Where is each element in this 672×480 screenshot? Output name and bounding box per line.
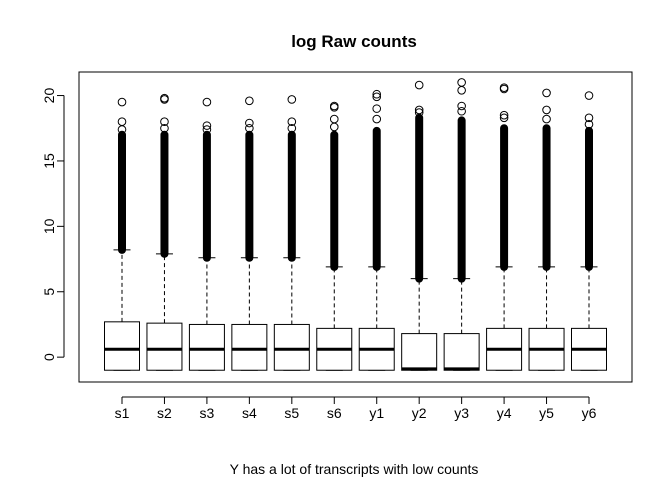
outlier-point [584,113,594,123]
outlier-point [372,104,382,113]
outlier-point [202,97,212,107]
outlier-point [542,105,551,115]
x-tick-label: s6 [327,405,342,421]
outlier-point [414,105,424,115]
box-body [188,323,225,371]
y-axis: 0 5 10 15 20 [41,88,64,361]
y-tick-label: 20 [41,88,57,104]
outlier-point [245,96,254,106]
box-body [273,323,310,371]
box-s4 [231,96,268,371]
outlier-point [542,88,551,98]
outlier-point [329,122,339,132]
outlier-point [414,80,424,90]
x-tick-label: s3 [200,405,215,421]
box-body [443,333,480,371]
outlier-point [287,117,297,127]
outlier-point [499,113,509,123]
chart-title: log Raw counts [291,32,417,51]
y-tick-label: 15 [41,153,57,169]
x-tick-label: y6 [582,405,597,421]
outlier-point [160,93,169,103]
box-body [146,322,183,371]
outlier-point [160,117,169,127]
box-s5 [273,95,310,371]
outlier-point [245,118,254,128]
outlier-point [457,101,466,111]
x-tick-label: s4 [242,405,257,421]
y-tick-label: 5 [41,288,57,296]
outlier-point [202,121,212,130]
box-body [231,323,268,371]
boxes-group [104,78,607,371]
x-tick-label: s2 [157,405,172,421]
outlier-point [457,106,466,116]
x-tick-label: s5 [284,405,299,421]
x-tick-label: y3 [454,405,469,421]
box-body [104,321,140,371]
box-y6 [571,91,607,371]
outlier-point [542,114,551,124]
outlier-point [245,123,254,133]
outlier-point [372,114,382,124]
outlier-point [202,125,212,134]
outlier-point [414,108,424,117]
x-tick-label: s1 [115,405,130,421]
box-y2 [401,80,438,371]
x-axis: s1 s2 s3 s4 s5 s6 y1 y2 y3 y4 y5 y6 [115,397,597,421]
outlier-point [499,83,509,92]
x-tick-label: y2 [412,405,427,421]
outlier-point [584,91,594,100]
outlier-point [457,78,466,87]
plot-area-frame [78,71,633,383]
box-s2 [146,93,183,371]
outlier-point [287,95,297,104]
outlier-point [372,89,382,99]
box-s6 [316,101,353,371]
y-tick-label: 10 [41,218,57,234]
box-y3 [443,78,480,371]
box-s1 [104,97,140,371]
box-y1 [358,89,395,371]
outlier-point [329,114,339,124]
box-body [401,333,438,371]
x-tick-label: y4 [497,405,512,421]
x-tick-label: y1 [369,405,384,421]
outlier-point [499,110,509,120]
x-axis-label: Y has a lot of transcripts with low coun… [230,461,479,477]
outlier-point [329,101,339,111]
outlier-point [457,86,466,95]
box-s3 [188,97,225,371]
outlier-point [372,92,382,102]
outlier-point [287,123,297,133]
outlier-point [584,120,594,129]
box-y4 [486,83,523,371]
outlier-point [160,123,169,133]
outlier-point [117,117,127,127]
y-tick-label: 0 [41,353,57,361]
box-y5 [528,88,565,371]
outlier-point [117,97,127,107]
x-tick-label: y5 [539,405,554,421]
